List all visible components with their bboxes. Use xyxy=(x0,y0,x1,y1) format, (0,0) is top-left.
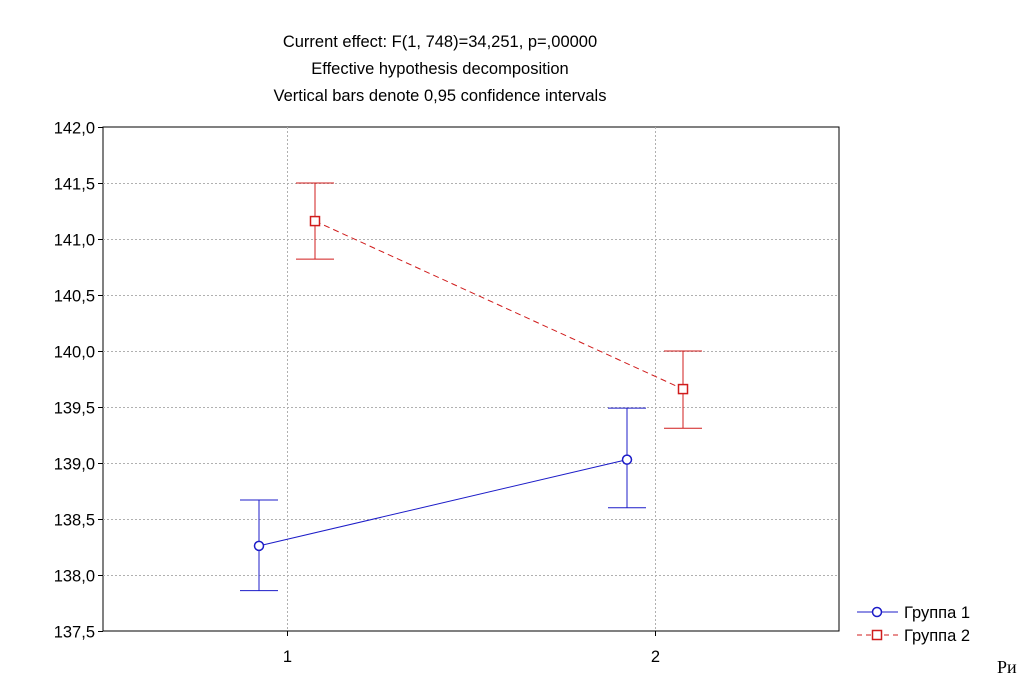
y-tick-label: 139,5 xyxy=(54,400,95,418)
y-tick-label: 142,0 xyxy=(54,120,95,138)
x-tick-label: 2 xyxy=(651,648,660,666)
y-tick-label: 139,0 xyxy=(54,456,95,474)
x-tick-label: 1 xyxy=(283,648,292,666)
chart-title-line-2: Effective hypothesis decomposition xyxy=(311,60,569,78)
y-tick-label: 137,5 xyxy=(54,624,95,642)
data-point xyxy=(253,540,265,552)
legend-marker xyxy=(871,606,883,618)
plot-frame xyxy=(102,126,840,632)
data-point xyxy=(309,215,321,227)
y-tick-label: 141,5 xyxy=(54,176,95,194)
legend-label: Группа 1 xyxy=(904,604,970,622)
y-tick-label: 138,5 xyxy=(54,512,95,530)
y-tick-label: 140,5 xyxy=(54,288,95,306)
legend-marker xyxy=(871,629,883,641)
data-point xyxy=(621,454,633,465)
y-tick-label: 140,0 xyxy=(54,344,95,362)
figure-caption-fragment: Ри xyxy=(997,657,1017,677)
series-line-1 xyxy=(258,459,628,547)
legend-label: Группа 2 xyxy=(904,627,970,645)
data-point xyxy=(677,383,689,395)
chart-title-line-1: Current effect: F(1, 748)=34,251, p=,000… xyxy=(282,33,598,51)
chart-title-line-3: Vertical bars denote 0,95 confidence int… xyxy=(273,87,607,105)
y-tick-label: 141,0 xyxy=(54,232,95,250)
series-line-2 xyxy=(314,220,684,390)
y-tick-label: 138,0 xyxy=(54,568,95,586)
